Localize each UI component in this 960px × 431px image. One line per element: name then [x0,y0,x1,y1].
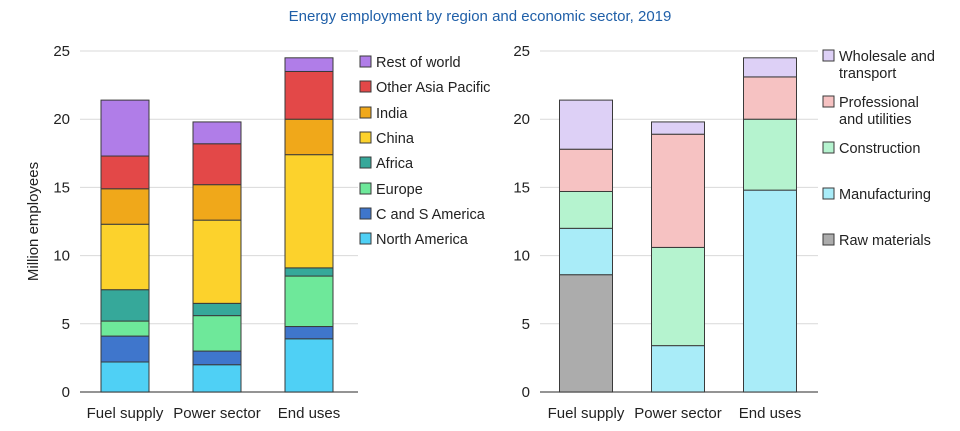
y-tick-label: 15 [513,179,530,196]
legend-swatch-india [359,106,372,119]
legend-label: Rest of world [376,55,461,71]
y-tick-label: 10 [513,248,530,265]
bar-segment-power-sector-europe [192,315,242,352]
legend-label: and utilities [839,112,912,128]
legend-label: Raw materials [839,233,931,249]
x-tick-label: Fuel supply [87,405,164,422]
bar-segment-end-uses-north-america [284,338,334,393]
y-tick-label: 5 [62,316,70,333]
bar-segment-fuel-supply-wholesale-and-transport [559,99,613,150]
bar-segment-fuel-supply-manufacturing [559,227,613,276]
bar-segment-end-uses-china [284,154,334,269]
x-tick-label: Fuel supply [548,405,625,422]
bar-segment-fuel-supply-other-asia-pacific [100,155,150,190]
legend-swatch-europe [359,182,372,195]
legend-swatch-other-asia-pacific [359,80,372,93]
bar-segment-power-sector-rest-of-world [192,121,242,145]
chart-title: Energy employment by region and economic… [288,8,672,25]
bar-segment-fuel-supply-construction [559,190,613,229]
legend-label: Construction [839,141,920,157]
bar-segment-power-sector-other-asia-pacific [192,143,242,186]
bar-segment-fuel-supply-europe [100,320,150,337]
y-tick-label: 5 [522,316,530,333]
legend-swatch-north-america [359,232,372,245]
bar-segment-fuel-supply-c-and-s-america [100,335,150,363]
x-tick-label: Power sector [173,405,261,422]
y-tick-label: 25 [513,43,530,60]
bar-segment-end-uses-professional-and-utilities [743,76,797,120]
bar-segment-fuel-supply-africa [100,289,150,322]
y-tick-label: 20 [53,111,70,128]
legend-swatch-wholesale-and-transport [822,49,835,62]
bar-segment-power-sector-china [192,219,242,304]
bar-segment-end-uses-manufacturing [743,189,797,393]
chart-panel-1: 0 5 10 15 20 25 Million employees Fuel supply Po… [25,43,490,422]
x-tick-label: End uses [739,405,802,422]
bar-segment-fuel-supply-north-america [100,361,150,393]
bar-segment-end-uses-other-asia-pacific [284,70,334,120]
bar-segment-end-uses-construction [743,118,797,191]
bar-segment-fuel-supply-india [100,188,150,225]
legend-label: Professional [839,95,919,111]
bar-segment-end-uses-rest-of-world [284,57,334,72]
bar-segment-power-sector-africa [192,302,242,317]
legend-swatch-raw-materials [822,233,835,246]
legend-label: Europe [376,182,423,198]
y-tick-label: 0 [522,384,530,401]
bar-segment-power-sector-india [192,184,242,221]
y-tick-label: 25 [53,43,70,60]
y-tick-label: 10 [53,248,70,265]
bar-segment-end-uses-wholesale-and-transport [743,57,797,78]
bar-segment-power-sector-north-america [192,364,242,393]
bar-segment-power-sector-construction [651,246,705,347]
y-tick-label: 15 [53,179,70,196]
legend-swatch-rest-of-world [359,55,372,68]
bar-segment-end-uses-india [284,118,334,156]
bar-segment-end-uses-c-and-s-america [284,326,334,340]
legend-swatch-manufacturing [822,187,835,200]
legend-label: Africa [376,156,414,172]
bar-segment-fuel-supply-raw-materials [559,274,613,393]
bar-segment-power-sector-manufacturing [651,345,705,393]
bar-segment-power-sector-c-and-s-america [192,350,242,366]
legend-label: Wholesale and [839,49,935,65]
bar-segment-power-sector-professional-and-utilities [651,133,705,248]
legend-label: C and S America [376,207,486,223]
bar-segment-fuel-supply-rest-of-world [100,99,150,157]
legend-label: transport [839,66,896,82]
legend-swatch-construction [822,141,835,154]
x-tick-label: Power sector [634,405,722,422]
y-axis-label: Million employees [25,162,42,281]
bar-segment-end-uses-europe [284,275,334,328]
y-tick-label: 20 [513,111,530,128]
x-tick-label: End uses [278,405,341,422]
legend-label: Other Asia Pacific [376,80,490,96]
legend-label: Manufacturing [839,187,931,203]
bar-segment-fuel-supply-china [100,223,150,291]
bar-segment-fuel-supply-professional-and-utilities [559,148,613,192]
legend-swatch-africa [359,156,372,169]
y-tick-label: 0 [62,384,70,401]
bar-segment-end-uses-africa [284,267,334,277]
legend-label: China [376,131,415,147]
legend-swatch-c-and-s-america [359,207,372,220]
chart-panel-2: 0 5 10 15 20 25 Fuel supply Power sector End use… [513,43,935,422]
bar-segment-power-sector-wholesale-and-transport [651,121,705,135]
legend-swatch-china [359,131,372,144]
legend-label: India [376,106,408,122]
legend-label: North America [376,232,469,248]
legend-swatch-professional-and-utilities [822,95,835,108]
